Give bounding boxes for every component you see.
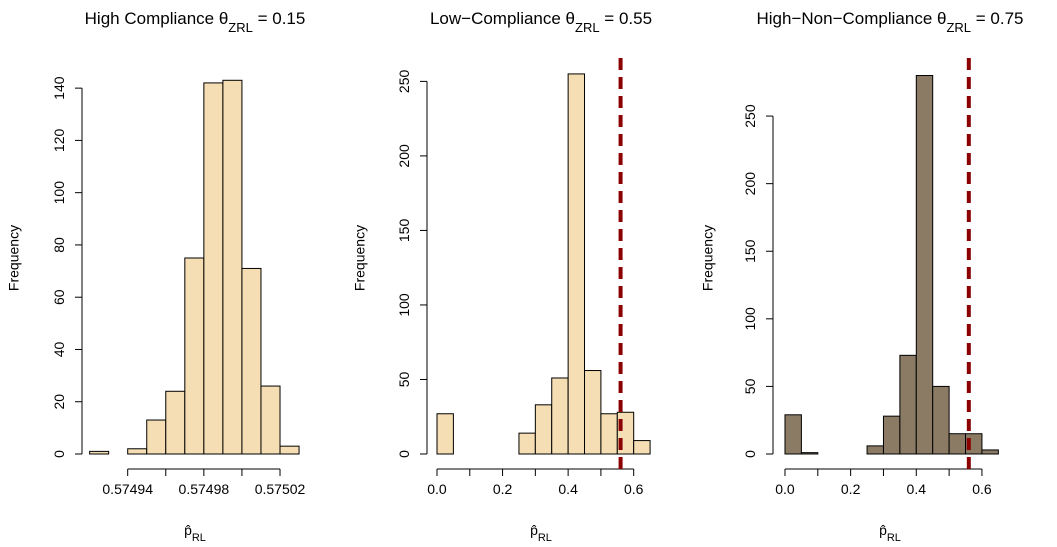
y-tick-label: 60 xyxy=(51,289,67,305)
y-tick-label: 100 xyxy=(51,181,67,205)
bar xyxy=(899,354,917,455)
bar xyxy=(436,413,454,455)
x-tick-label: 0.4 xyxy=(907,481,927,497)
x-axis-label-subscript: RL xyxy=(538,532,552,544)
y-tick-label: 140 xyxy=(51,76,67,100)
chart-title: High Compliance θZRL = 0.15 xyxy=(85,9,306,35)
y-tick-label: 0 xyxy=(396,450,412,458)
y-tick-label: 250 xyxy=(742,104,758,128)
y-tick-label: 100 xyxy=(742,307,758,331)
x-axis-label-main: p̂ xyxy=(879,522,887,538)
bar xyxy=(89,450,110,455)
bar xyxy=(184,257,205,455)
bar xyxy=(203,82,224,455)
chart-title-main: High Compliance θ xyxy=(85,9,229,28)
y-axis-label: Frequency xyxy=(700,225,716,291)
x-axis-label-main: p̂ xyxy=(530,522,538,538)
x-axis-label-subscript: RL xyxy=(192,532,206,544)
y-tick-label: 50 xyxy=(742,378,758,394)
bar xyxy=(260,385,281,455)
bar xyxy=(146,419,167,455)
y-axis-label: Frequency xyxy=(6,225,22,291)
bar xyxy=(279,445,300,455)
bar xyxy=(165,390,186,455)
bar xyxy=(551,377,569,455)
chart-title-subscript: ZRL xyxy=(946,20,971,35)
chart-title: Low−Compliance θZRL = 0.55 xyxy=(430,9,652,35)
bar xyxy=(518,432,536,455)
bar xyxy=(600,413,618,455)
y-tick-label: 100 xyxy=(396,293,412,317)
bar xyxy=(948,433,967,455)
y-tick-label: 0 xyxy=(51,450,67,458)
y-tick-label: 150 xyxy=(396,219,412,243)
bar xyxy=(882,415,901,455)
bar xyxy=(241,267,262,455)
bar xyxy=(932,385,950,455)
bar xyxy=(222,79,243,455)
x-axis-label: p̂RL xyxy=(879,522,901,544)
y-tick-label: 40 xyxy=(51,341,67,357)
y-tick-label: 250 xyxy=(396,69,412,93)
chart-title-subscript: ZRL xyxy=(575,20,600,35)
bar xyxy=(981,449,999,455)
x-tick-label: 0.6 xyxy=(624,481,644,497)
x-tick-label: 0.2 xyxy=(493,481,513,497)
y-tick-label: 120 xyxy=(51,129,67,153)
x-tick-label: 0.6 xyxy=(972,481,992,497)
bar xyxy=(584,370,602,455)
chart-title-main: Low−Compliance θ xyxy=(430,9,575,28)
x-axis-label-subscript: RL xyxy=(887,532,901,544)
bar xyxy=(866,445,884,455)
y-tick-label: 80 xyxy=(51,237,67,253)
chart-title-rest: = 0.75 xyxy=(971,9,1023,28)
x-tick-label: 0.57498 xyxy=(179,481,230,497)
x-tick-label: 0.2 xyxy=(841,481,861,497)
bar xyxy=(534,404,553,455)
y-tick-label: 150 xyxy=(742,239,758,263)
y-tick-label: 200 xyxy=(396,144,412,168)
x-axis-label: p̂RL xyxy=(530,522,552,544)
chart-title-rest: = 0.55 xyxy=(600,9,652,28)
y-tick-label: 20 xyxy=(51,394,67,410)
x-axis-label: p̂RL xyxy=(184,522,206,544)
x-tick-label: 0.57502 xyxy=(255,481,306,497)
x-tick-label: 0.0 xyxy=(427,481,447,497)
x-tick-label: 0.57494 xyxy=(102,481,153,497)
bar xyxy=(567,73,586,455)
y-tick-label: 200 xyxy=(742,172,758,196)
chart-title: High−Non−Compliance θZRL = 0.75 xyxy=(757,9,1024,35)
x-tick-label: 0.4 xyxy=(558,481,578,497)
bar xyxy=(915,75,934,455)
y-tick-label: 50 xyxy=(396,371,412,387)
chart-title-subscript: ZRL xyxy=(228,20,253,35)
chart-title-main: High−Non−Compliance θ xyxy=(757,9,947,28)
x-tick-label: 0.0 xyxy=(775,481,795,497)
y-axis-label: Frequency xyxy=(352,225,368,291)
bar xyxy=(127,448,148,455)
chart-title-rest: = 0.15 xyxy=(253,9,305,28)
bar xyxy=(784,414,802,455)
y-tick-label: 0 xyxy=(742,450,758,458)
x-axis-label-main: p̂ xyxy=(184,522,192,538)
bar xyxy=(800,452,819,455)
bar xyxy=(633,440,651,455)
